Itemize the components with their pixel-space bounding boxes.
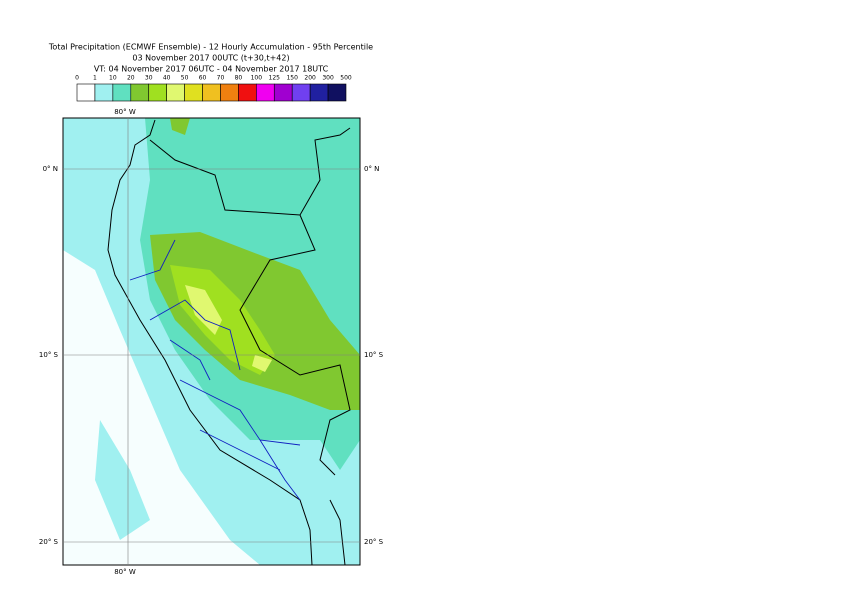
lat-label: 20° S bbox=[39, 538, 59, 546]
legend-label: 40 bbox=[163, 75, 171, 82]
lon-label: 80° W bbox=[114, 568, 136, 576]
lat-label: 10° S bbox=[364, 351, 384, 359]
legend-label: 80 bbox=[235, 75, 243, 82]
legend-swatch bbox=[220, 83, 239, 102]
coastline bbox=[107, 119, 313, 565]
legend-swatch bbox=[166, 83, 185, 102]
legend-swatch bbox=[184, 83, 203, 102]
country-border bbox=[149, 127, 351, 565]
legend-label: 10 bbox=[109, 75, 117, 82]
legend-label: 150 bbox=[286, 75, 298, 82]
legend-swatch bbox=[327, 83, 347, 102]
legend-label: 60 bbox=[199, 75, 207, 82]
lat-label: 0° N bbox=[364, 165, 379, 173]
subtitle: 03 November 2017 00UTC (t+30,t+42) bbox=[132, 54, 289, 63]
legend-swatch bbox=[130, 83, 150, 102]
legend-swatch bbox=[94, 83, 114, 102]
legend-swatch bbox=[112, 83, 132, 102]
legend-label: 500 bbox=[340, 75, 352, 82]
legend-swatch bbox=[309, 83, 329, 102]
legend-label: 200 bbox=[304, 75, 316, 82]
legend-label: 30 bbox=[145, 75, 153, 82]
lat-label: 0° N bbox=[43, 165, 58, 173]
map bbox=[63, 118, 360, 565]
map-frame bbox=[62, 117, 361, 566]
legend-label: 50 bbox=[181, 75, 189, 82]
wet-area bbox=[95, 420, 150, 540]
legend-swatch bbox=[273, 83, 293, 102]
legend-swatch bbox=[291, 83, 311, 102]
legend-swatch bbox=[238, 83, 257, 102]
wet-area bbox=[170, 118, 190, 135]
legend-label: 20 bbox=[127, 75, 135, 82]
legend-label: 1 bbox=[93, 75, 97, 82]
legend-swatch bbox=[76, 83, 96, 102]
valid-time: VT: 04 November 2017 06UTC - 04 November… bbox=[94, 65, 329, 74]
legend-swatch bbox=[148, 83, 167, 102]
legend-label: 0 bbox=[75, 75, 79, 82]
wet-area bbox=[185, 285, 272, 372]
title: Total Precipitation (ECMWF Ensemble) - 1… bbox=[48, 43, 373, 52]
legend-swatch bbox=[202, 83, 221, 102]
legend-label: 300 bbox=[322, 75, 334, 82]
lat-label: 10° S bbox=[39, 351, 59, 359]
legend-label: 70 bbox=[217, 75, 225, 82]
legend: 0 1 10 20 30 40 50 60 70 80 100 125 150 200 300 500 bbox=[75, 75, 352, 102]
legend-label: 100 bbox=[251, 75, 263, 82]
legend-label: 125 bbox=[269, 75, 281, 82]
legend-swatch bbox=[256, 83, 275, 102]
lat-label: 20° S bbox=[364, 538, 384, 546]
lon-label: 80° W bbox=[114, 108, 136, 116]
region-border bbox=[129, 239, 301, 501]
